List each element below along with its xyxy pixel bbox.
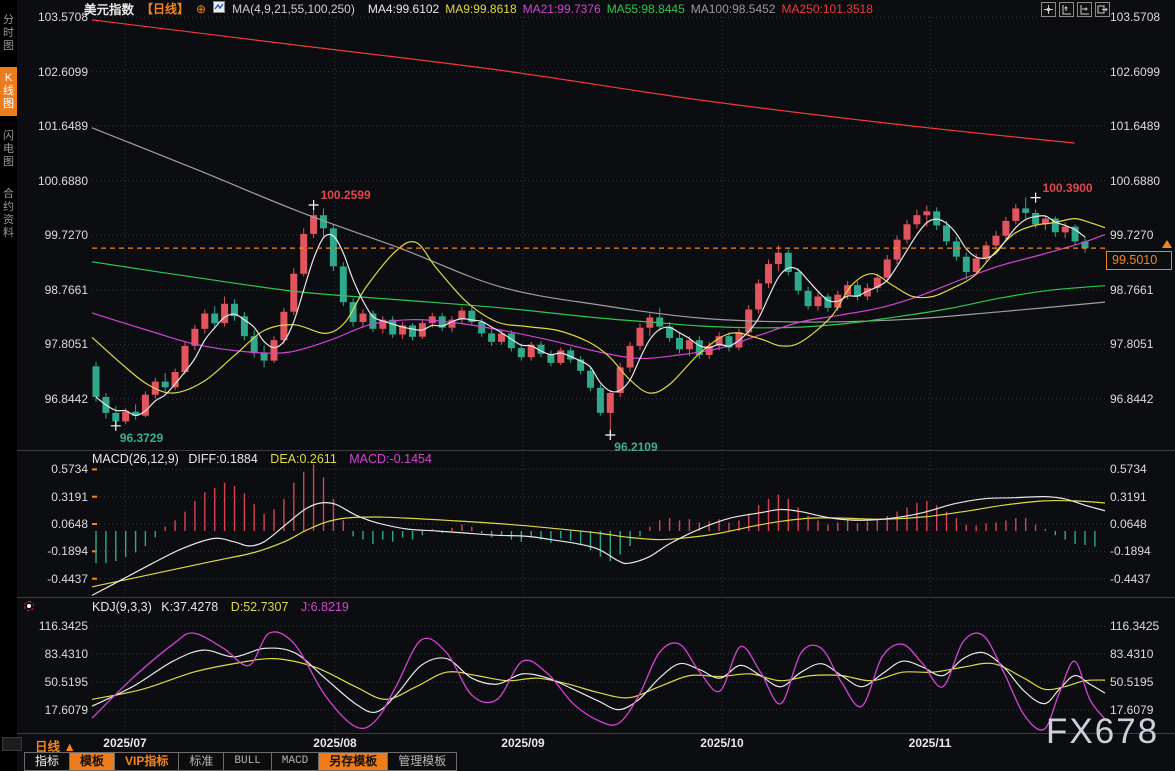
month-label: 2025/08 xyxy=(313,736,357,750)
ma-value: MA100:98.5452 xyxy=(690,1,776,16)
axis-label: 96.8442 xyxy=(44,392,88,406)
macd-value: MACD:-0.1454 xyxy=(349,452,432,466)
axis-label: 116.3425 xyxy=(38,619,88,634)
chart-toolbar-icons xyxy=(1041,2,1110,17)
axis-label: 99.7270 xyxy=(1110,228,1154,243)
symbol-name: 美元指数 xyxy=(84,3,135,17)
ma-group-label: MA(4,9,21,55,100,250) xyxy=(232,1,355,16)
zoom-vertical-icon[interactable] xyxy=(1059,2,1074,17)
ma-value: MA55:98.8445 xyxy=(606,1,685,16)
toolbar-item-MACD[interactable]: MACD xyxy=(270,752,320,771)
axis-label: 17.6079 xyxy=(44,702,88,717)
axis-label: 0.5734 xyxy=(1110,462,1147,477)
axis-label: -0.4437 xyxy=(47,571,88,586)
axis-label: 0.0648 xyxy=(1110,517,1147,532)
zoom-horizontal-icon[interactable] xyxy=(1077,2,1092,17)
axis-label: 101.6489 xyxy=(37,119,88,134)
bottom-toolbar: 指标 模板 VIP指标 标准 BULL MACD 另存模板 管理模板 xyxy=(24,752,458,771)
ma-value: MA4:99.6102 xyxy=(367,1,440,16)
axis-label: -0.1894 xyxy=(47,544,88,559)
corner-box xyxy=(2,737,22,751)
axis-label: 102.6099 xyxy=(37,64,88,79)
axis-label: 96.8442 xyxy=(1110,392,1154,406)
ma-value: MA9:99.8618 xyxy=(445,1,517,16)
ma-chart-icon xyxy=(213,1,226,16)
pan-icon[interactable] xyxy=(1041,2,1056,17)
axis-label: 100.6880 xyxy=(37,173,88,188)
toolbar-item-BULL[interactable]: BULL xyxy=(223,752,272,771)
price-up-arrow-icon xyxy=(1162,240,1172,248)
axis-label: 0.3191 xyxy=(1110,489,1147,504)
toolbar-item-另存模板[interactable]: 另存模板 xyxy=(318,752,389,771)
sidebar-item-K线图[interactable]: K线图 xyxy=(0,67,17,116)
macd-title: MACD(26,12,9) xyxy=(92,452,179,466)
price-annotation: 100.2599 xyxy=(320,188,371,203)
macd-panel-title: MACD(26,12,9) DIFF:0.1884 DEA:0.2611 MAC… xyxy=(92,452,432,466)
ma-value: MA21:99.7376 xyxy=(522,1,601,16)
toolbar-item-指标[interactable]: 指标 xyxy=(24,752,71,771)
month-label: 2025/11 xyxy=(908,736,952,750)
sidebar-item-分时图[interactable]: 分时图 xyxy=(3,14,14,52)
period-selector[interactable]: 日线 ▲ xyxy=(35,740,76,754)
sidebar-item-闪电图[interactable]: 闪电图 xyxy=(3,130,14,168)
collapse-panel-icon[interactable] xyxy=(1095,2,1110,17)
current-price-tag: 99.5010 xyxy=(1106,251,1172,270)
axis-label: 116.3425 xyxy=(1110,619,1160,634)
axis-label: 0.0648 xyxy=(51,517,88,532)
sidebar-item-合约资料[interactable]: 合约资料 xyxy=(3,188,14,239)
month-label: 2025/07 xyxy=(103,736,147,750)
axis-label: 98.7661 xyxy=(1110,282,1154,297)
macd-diff-value: DIFF:0.1884 xyxy=(188,452,258,466)
axis-label: 100.6880 xyxy=(1110,173,1161,188)
period-tag[interactable]: 【日线】 xyxy=(141,2,190,16)
ma-value: MA250:101.3518 xyxy=(781,1,873,16)
axis-label: 0.3191 xyxy=(51,489,88,504)
month-label: 2025/09 xyxy=(501,736,545,750)
axis-label: -0.4437 xyxy=(1110,571,1151,586)
axis-label: 101.6489 xyxy=(1110,119,1161,134)
left-sidebar: 分时图 K线图闪电图合约资料 xyxy=(0,0,17,771)
axis-label: -0.1894 xyxy=(1110,544,1151,559)
axis-label: 0.5734 xyxy=(51,462,88,477)
month-label: 2025/10 xyxy=(700,736,744,750)
toolbar-item-模板[interactable]: 模板 xyxy=(69,752,116,771)
axis-label: 83.4310 xyxy=(1110,647,1154,662)
chart-header: 美元指数 【日线】 ⊕ MA(4,9,21,55,100,250) MA4:99… xyxy=(84,1,873,17)
time-axis-row: 日线 ▲ 2025/07 2025/08 2025/09 2025/10 2025/11 xyxy=(17,734,1175,754)
toolbar-item-标准[interactable]: 标准 xyxy=(178,752,225,771)
axis-label: 99.7270 xyxy=(44,228,88,243)
axis-label: 102.6099 xyxy=(1110,64,1161,79)
toolbar-item-管理模板[interactable]: 管理模板 xyxy=(387,752,458,771)
axis-label: 98.7661 xyxy=(44,282,88,297)
axis-label: 50.5195 xyxy=(1110,675,1154,689)
kdj-title: KDJ(9,3,3) xyxy=(92,600,152,614)
axis-label: 50.5195 xyxy=(44,675,88,689)
price-annotation: 100.3900 xyxy=(1042,180,1093,195)
indicator-alert-icon[interactable] xyxy=(24,601,34,611)
kdj-panel-title: KDJ(9,3,3) K:37.4278 D:52.7307 J:6.8219 xyxy=(92,600,349,614)
axis-label: 103.5708 xyxy=(1110,10,1161,24)
add-indicator-icon[interactable]: ⊕ xyxy=(196,1,207,16)
toolbar-item-VIP指标[interactable]: VIP指标 xyxy=(114,752,180,771)
axis-label: 83.4310 xyxy=(44,647,88,662)
axis-label: 97.8051 xyxy=(44,337,88,352)
axis-label: 97.8051 xyxy=(1110,337,1154,352)
kdj-d-value: D:52.7307 xyxy=(230,600,289,614)
price-annotation: 96.3729 xyxy=(119,430,164,445)
price-annotation: 96.2109 xyxy=(614,439,658,454)
ma-values: MA4:99.6102 MA9:99.8618 MA21:99.7376 MA55:9… xyxy=(362,2,873,16)
axis-label: 17.6079 xyxy=(1110,702,1154,717)
axis-label: 103.5708 xyxy=(37,10,88,24)
watermark-logo: FX678 xyxy=(1046,712,1160,751)
kdj-k-value: K:37.4278 xyxy=(161,600,219,614)
macd-dea-value: DEA:0.2611 xyxy=(270,452,337,466)
kdj-j-value: J:6.8219 xyxy=(300,600,349,614)
current-price-value: 99.5010 xyxy=(1112,253,1158,267)
